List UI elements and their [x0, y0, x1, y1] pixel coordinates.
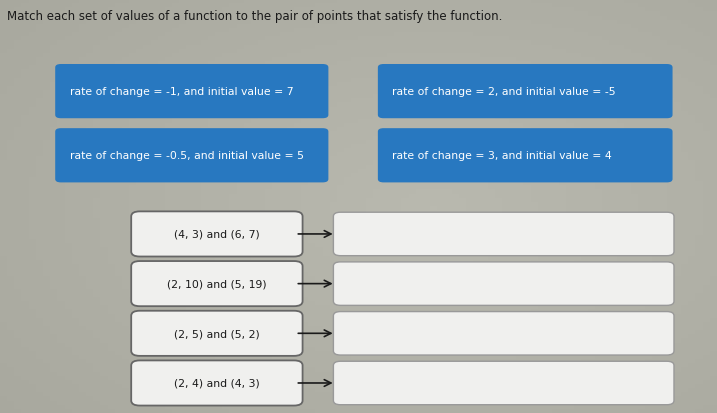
- FancyBboxPatch shape: [131, 361, 303, 406]
- FancyBboxPatch shape: [131, 212, 303, 257]
- Text: (2, 5) and (5, 2): (2, 5) and (5, 2): [174, 328, 260, 339]
- FancyBboxPatch shape: [333, 312, 674, 355]
- FancyBboxPatch shape: [378, 129, 673, 183]
- FancyBboxPatch shape: [333, 262, 674, 306]
- Text: rate of change = -0.5, and initial value = 5: rate of change = -0.5, and initial value…: [70, 151, 303, 161]
- Text: (2, 4) and (4, 3): (2, 4) and (4, 3): [174, 378, 260, 388]
- FancyBboxPatch shape: [131, 311, 303, 356]
- Text: (2, 10) and (5, 19): (2, 10) and (5, 19): [167, 279, 267, 289]
- FancyBboxPatch shape: [55, 129, 328, 183]
- FancyBboxPatch shape: [378, 65, 673, 119]
- Text: rate of change = 2, and initial value = -5: rate of change = 2, and initial value = …: [392, 87, 616, 97]
- Text: Match each set of values of a function to the pair of points that satisfy the fu: Match each set of values of a function t…: [7, 10, 503, 23]
- FancyBboxPatch shape: [55, 65, 328, 119]
- FancyBboxPatch shape: [131, 261, 303, 306]
- FancyBboxPatch shape: [333, 361, 674, 405]
- Text: (4, 3) and (6, 7): (4, 3) and (6, 7): [174, 229, 260, 240]
- FancyBboxPatch shape: [333, 213, 674, 256]
- Text: rate of change = 3, and initial value = 4: rate of change = 3, and initial value = …: [392, 151, 612, 161]
- Text: rate of change = -1, and initial value = 7: rate of change = -1, and initial value =…: [70, 87, 293, 97]
